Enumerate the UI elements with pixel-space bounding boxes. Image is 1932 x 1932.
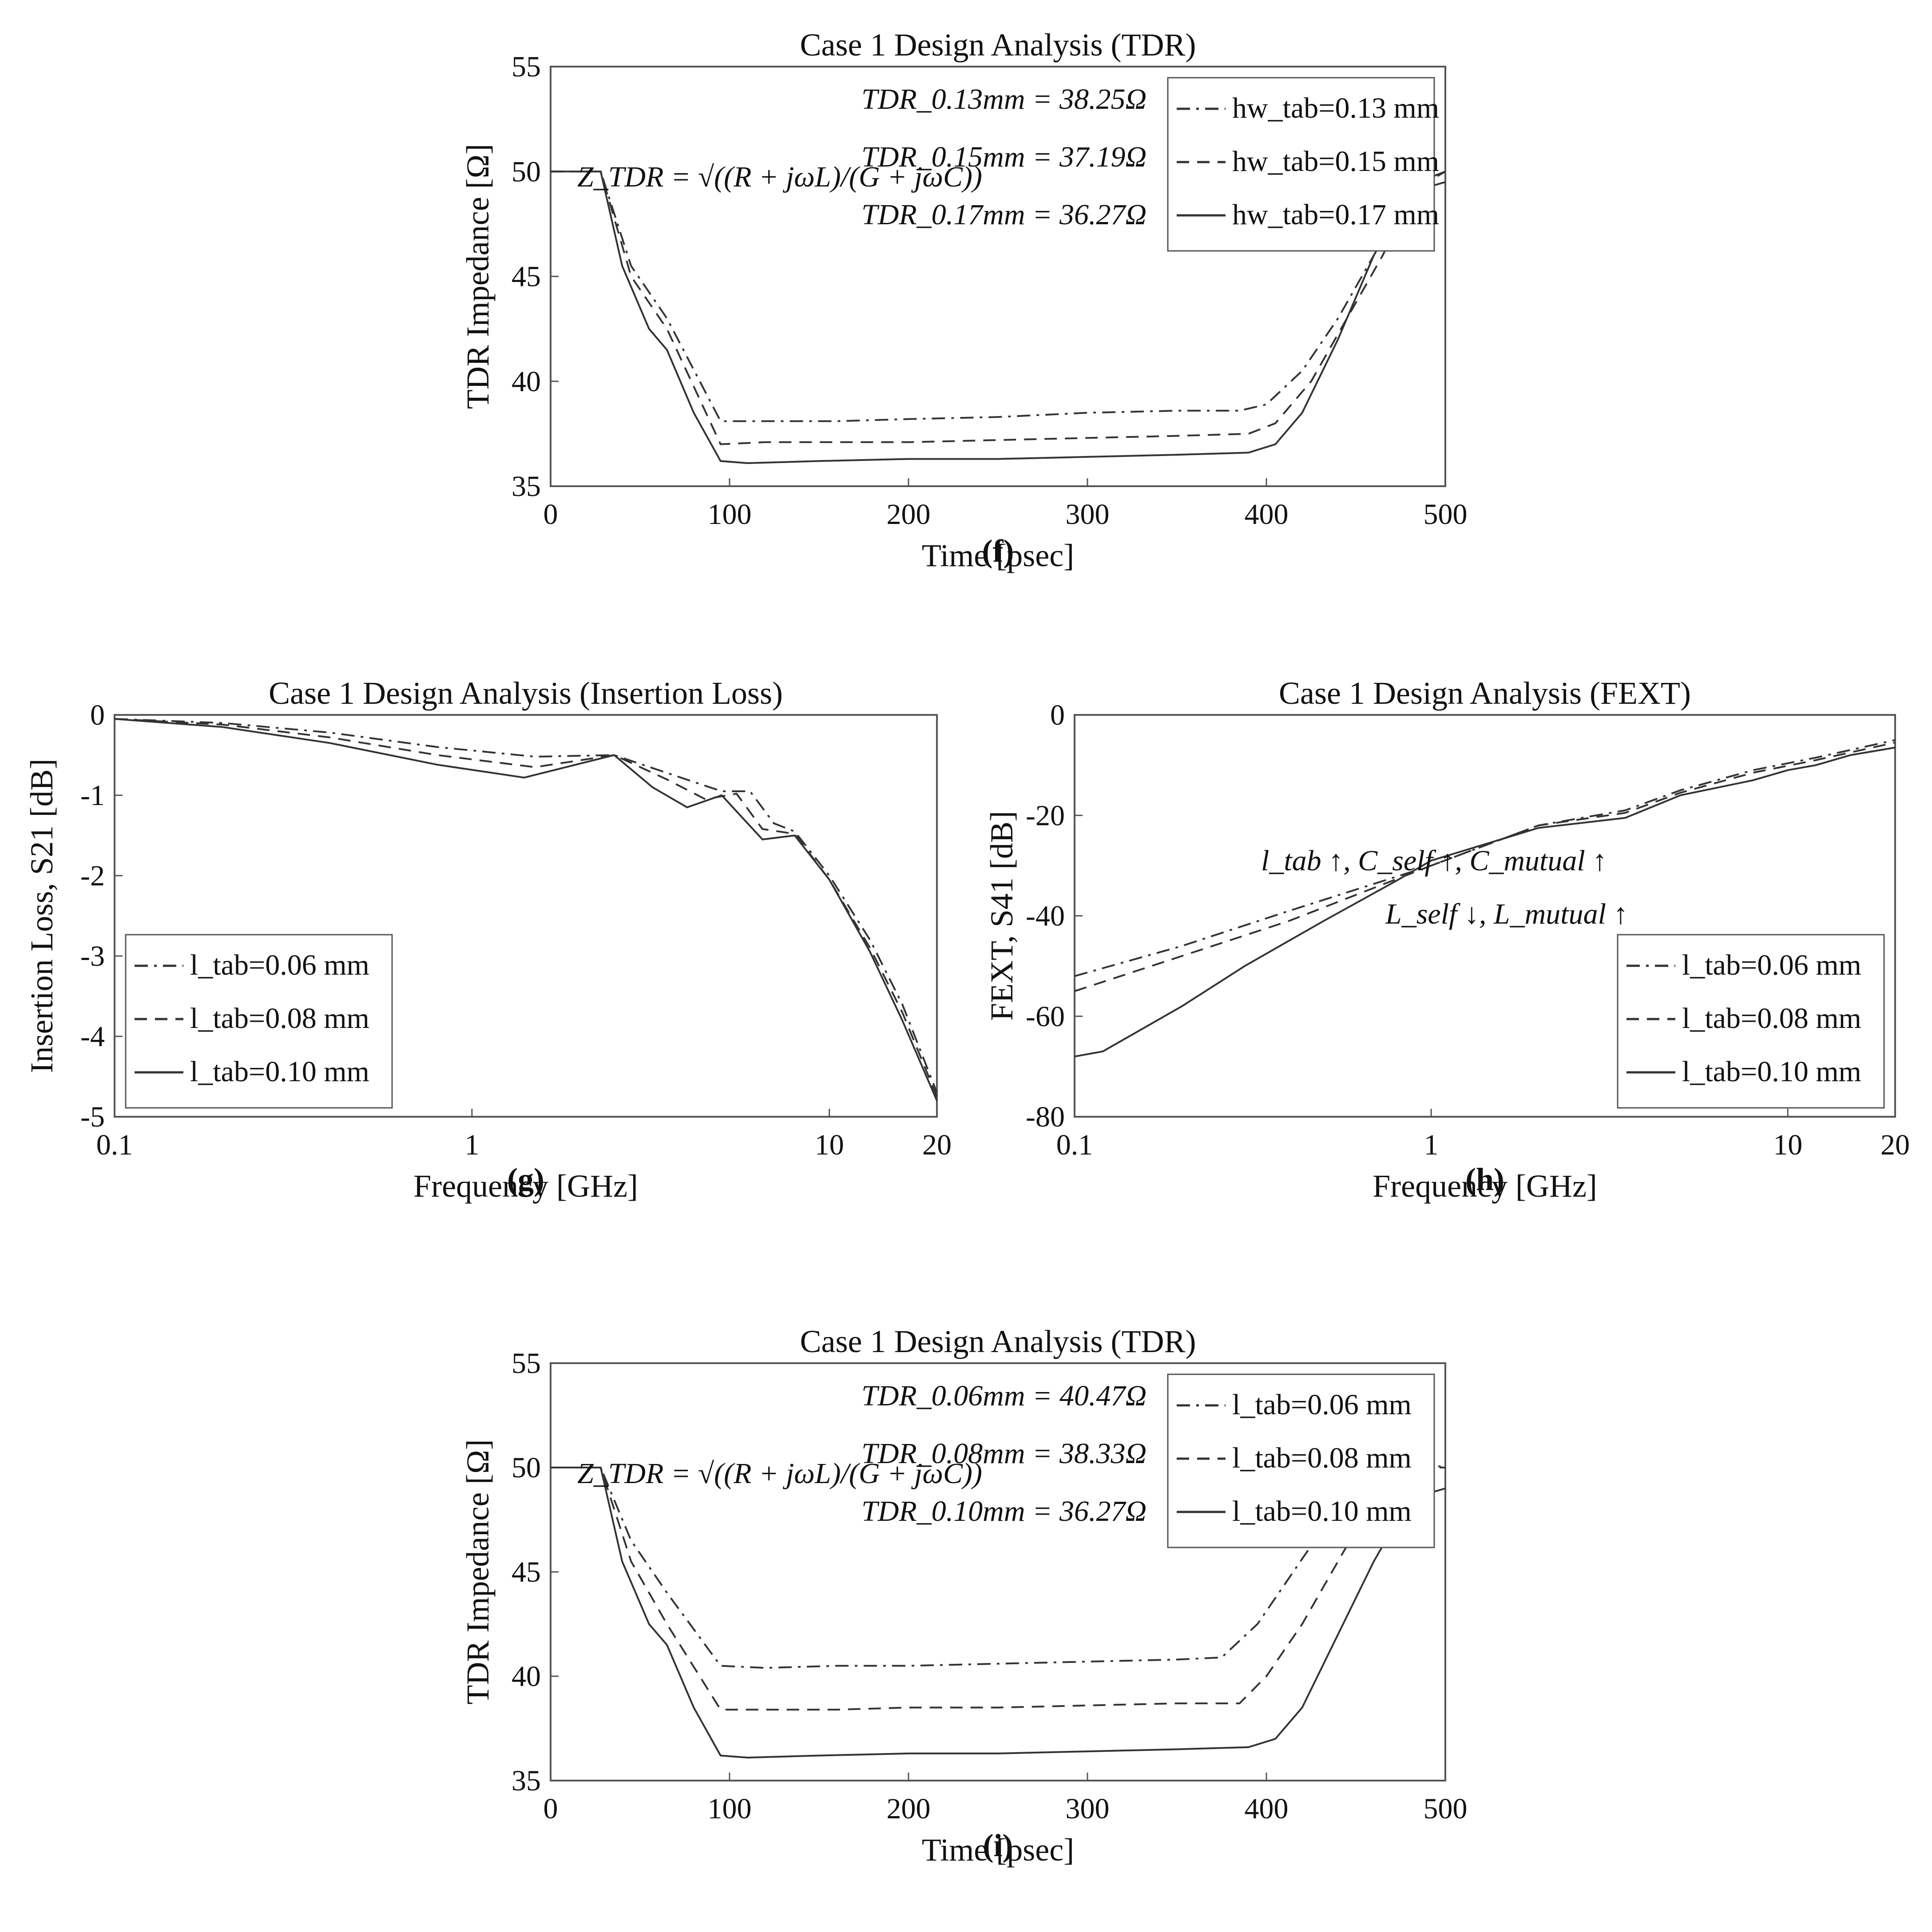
x-tick-label: 200 xyxy=(887,1793,931,1825)
x-tick-label: 1 xyxy=(464,1129,479,1161)
y-tick-label: 40 xyxy=(512,1660,541,1693)
y-tick-label: 50 xyxy=(512,1452,541,1484)
x-axis-label: Time [psec] xyxy=(922,538,1074,573)
annotation-text: TDR_0.08mm = 38.33Ω xyxy=(861,1437,1147,1470)
legend-entry: l_tab=0.06 mm xyxy=(1682,949,1861,981)
series-line-0 xyxy=(1074,739,1896,977)
chart-panel-3: 0 100 200 300 400 500 35 40 45 50 55 Case 1 Design … xyxy=(460,1324,1468,1868)
legend-entry: l_tab=0.08 mm xyxy=(1232,1442,1412,1474)
x-tick-label: 20 xyxy=(1880,1129,1910,1161)
x-tick-label: 0 xyxy=(543,1793,558,1825)
annotation-text: TDR_0.06mm = 40.47Ω xyxy=(861,1380,1147,1412)
chart-panel-0: 0 100 200 300 400 500 35 40 45 50 55 Case 1 Design … xyxy=(460,27,1468,573)
chart-title: Case 1 Design Analysis (TDR) xyxy=(800,1324,1196,1359)
annotation-text: TDR_0.17mm = 36.27Ω xyxy=(861,198,1147,231)
chart-title: Case 1 Design Analysis (Insertion Loss) xyxy=(269,675,783,711)
y-axis-label: FEXT, S41 [dB] xyxy=(984,811,1020,1021)
chart-title: Case 1 Design Analysis (TDR) xyxy=(800,27,1196,63)
annotation-text: TDR_0.13mm = 38.25Ω xyxy=(861,83,1147,115)
panel-label: (i) xyxy=(983,1828,1013,1863)
x-tick-label: 100 xyxy=(708,1793,752,1825)
y-tick-label: 0 xyxy=(1050,699,1065,731)
chart-panel-1: 0.1 1 10 20 -5 -4 -3 -2 -1 0 Case 1 Design Analysi… xyxy=(24,675,952,1204)
x-tick-label: 500 xyxy=(1424,1793,1468,1825)
equation-text: Z_TDR = √((R + jωL)/(G + jωC)) xyxy=(577,161,982,193)
y-tick-label: 55 xyxy=(512,51,541,83)
chart-panel-2: 0.1 1 10 20 -80 -60 -40 -20 0 Case 1 Design Analy… xyxy=(984,675,1910,1204)
annotation-text: TDR_0.10mm = 36.27Ω xyxy=(861,1495,1147,1527)
series-line-0 xyxy=(551,171,1446,422)
series-line-1 xyxy=(551,1467,1445,1711)
legend-entry: l_tab=0.06 mm xyxy=(1232,1389,1412,1421)
x-axis-label: Frequency [GHz] xyxy=(1373,1168,1597,1204)
x-axis-label: Frequency [GHz] xyxy=(413,1168,638,1204)
y-tick-label: -80 xyxy=(1026,1101,1065,1133)
legend-box xyxy=(125,934,393,1109)
legend-entry: hw_tab=0.17 mm xyxy=(1232,198,1439,231)
x-tick-label: 100 xyxy=(708,498,752,531)
annotation-text: L_self ↓, L_mutual ↑ xyxy=(1385,898,1628,930)
series-line-2 xyxy=(114,718,938,1101)
legend-entry: l_tab=0.08 mm xyxy=(1682,1002,1861,1035)
x-tick-label: 0.1 xyxy=(1056,1129,1093,1161)
series-line-2 xyxy=(551,171,1446,464)
y-tick-label: 40 xyxy=(512,365,541,398)
y-tick-label: -1 xyxy=(80,779,105,812)
y-axis-label: TDR Impedance [Ω] xyxy=(460,144,496,409)
x-tick-label: 300 xyxy=(1066,498,1110,531)
annotation-text: TDR_0.15mm = 37.19Ω xyxy=(861,141,1147,173)
x-tick-label: 500 xyxy=(1424,498,1468,531)
legend-entry: hw_tab=0.15 mm xyxy=(1232,145,1439,178)
annotation-text: l_tab ↑, C_self ↑, C_mutual ↑ xyxy=(1261,845,1607,877)
legend-entry: l_tab=0.10 mm xyxy=(1232,1495,1412,1527)
x-tick-label: 400 xyxy=(1245,1793,1289,1825)
x-tick-label: 1 xyxy=(1424,1129,1439,1161)
x-tick-label: 20 xyxy=(922,1129,952,1161)
y-tick-label: -20 xyxy=(1026,799,1065,832)
legend-entry: l_tab=0.10 mm xyxy=(190,1055,369,1088)
y-axis-label: Insertion Loss, S21 [dB] xyxy=(24,759,60,1073)
legend-box xyxy=(1167,77,1435,252)
x-axis-label: Time [psec] xyxy=(922,1832,1074,1868)
y-tick-label: -2 xyxy=(80,860,105,892)
y-tick-label: 50 xyxy=(512,155,541,188)
legend-entry: l_tab=0.10 mm xyxy=(1682,1055,1861,1088)
y-tick-label: -60 xyxy=(1026,1000,1065,1033)
y-tick-label: 55 xyxy=(512,1347,541,1380)
panel-label: (h) xyxy=(1465,1162,1504,1197)
y-tick-label: 45 xyxy=(512,1556,541,1588)
y-tick-label: 0 xyxy=(90,699,105,731)
legend-entry: l_tab=0.08 mm xyxy=(190,1002,369,1035)
y-tick-label: -4 xyxy=(80,1020,105,1053)
chart-title: Case 1 Design Analysis (FEXT) xyxy=(1279,675,1691,711)
x-tick-label: 200 xyxy=(887,498,931,531)
series-line-1 xyxy=(114,718,938,1097)
series-line-1 xyxy=(551,171,1446,445)
legend-box xyxy=(1617,934,1885,1109)
series-line-1 xyxy=(1074,742,1896,992)
x-tick-label: 300 xyxy=(1066,1793,1110,1825)
y-tick-label: -5 xyxy=(80,1101,105,1133)
panel-label: (f) xyxy=(982,533,1014,569)
x-tick-label: 10 xyxy=(815,1129,844,1161)
x-tick-label: 0 xyxy=(543,498,558,531)
y-tick-label: 35 xyxy=(512,470,541,503)
series-line-2 xyxy=(551,1467,1446,1759)
legend-entry: hw_tab=0.13 mm xyxy=(1232,92,1439,124)
panel-label: (g) xyxy=(507,1162,544,1197)
y-tick-label: -3 xyxy=(80,940,105,972)
y-tick-label: 45 xyxy=(512,261,541,293)
legend-box xyxy=(1167,1373,1435,1548)
y-tick-label: -40 xyxy=(1026,900,1065,932)
x-tick-label: 0.1 xyxy=(96,1129,133,1161)
legend-entry: l_tab=0.06 mm xyxy=(190,949,369,981)
series-line-2 xyxy=(1074,746,1896,1058)
y-tick-label: 35 xyxy=(512,1765,541,1797)
x-tick-label: 400 xyxy=(1245,498,1289,531)
y-axis-label: TDR Impedance [Ω] xyxy=(460,1439,496,1704)
plot-frame xyxy=(114,714,938,1118)
equation-text: Z_TDR = √((R + jωL)/(G + jωC)) xyxy=(577,1457,982,1490)
x-tick-label: 10 xyxy=(1773,1129,1802,1161)
